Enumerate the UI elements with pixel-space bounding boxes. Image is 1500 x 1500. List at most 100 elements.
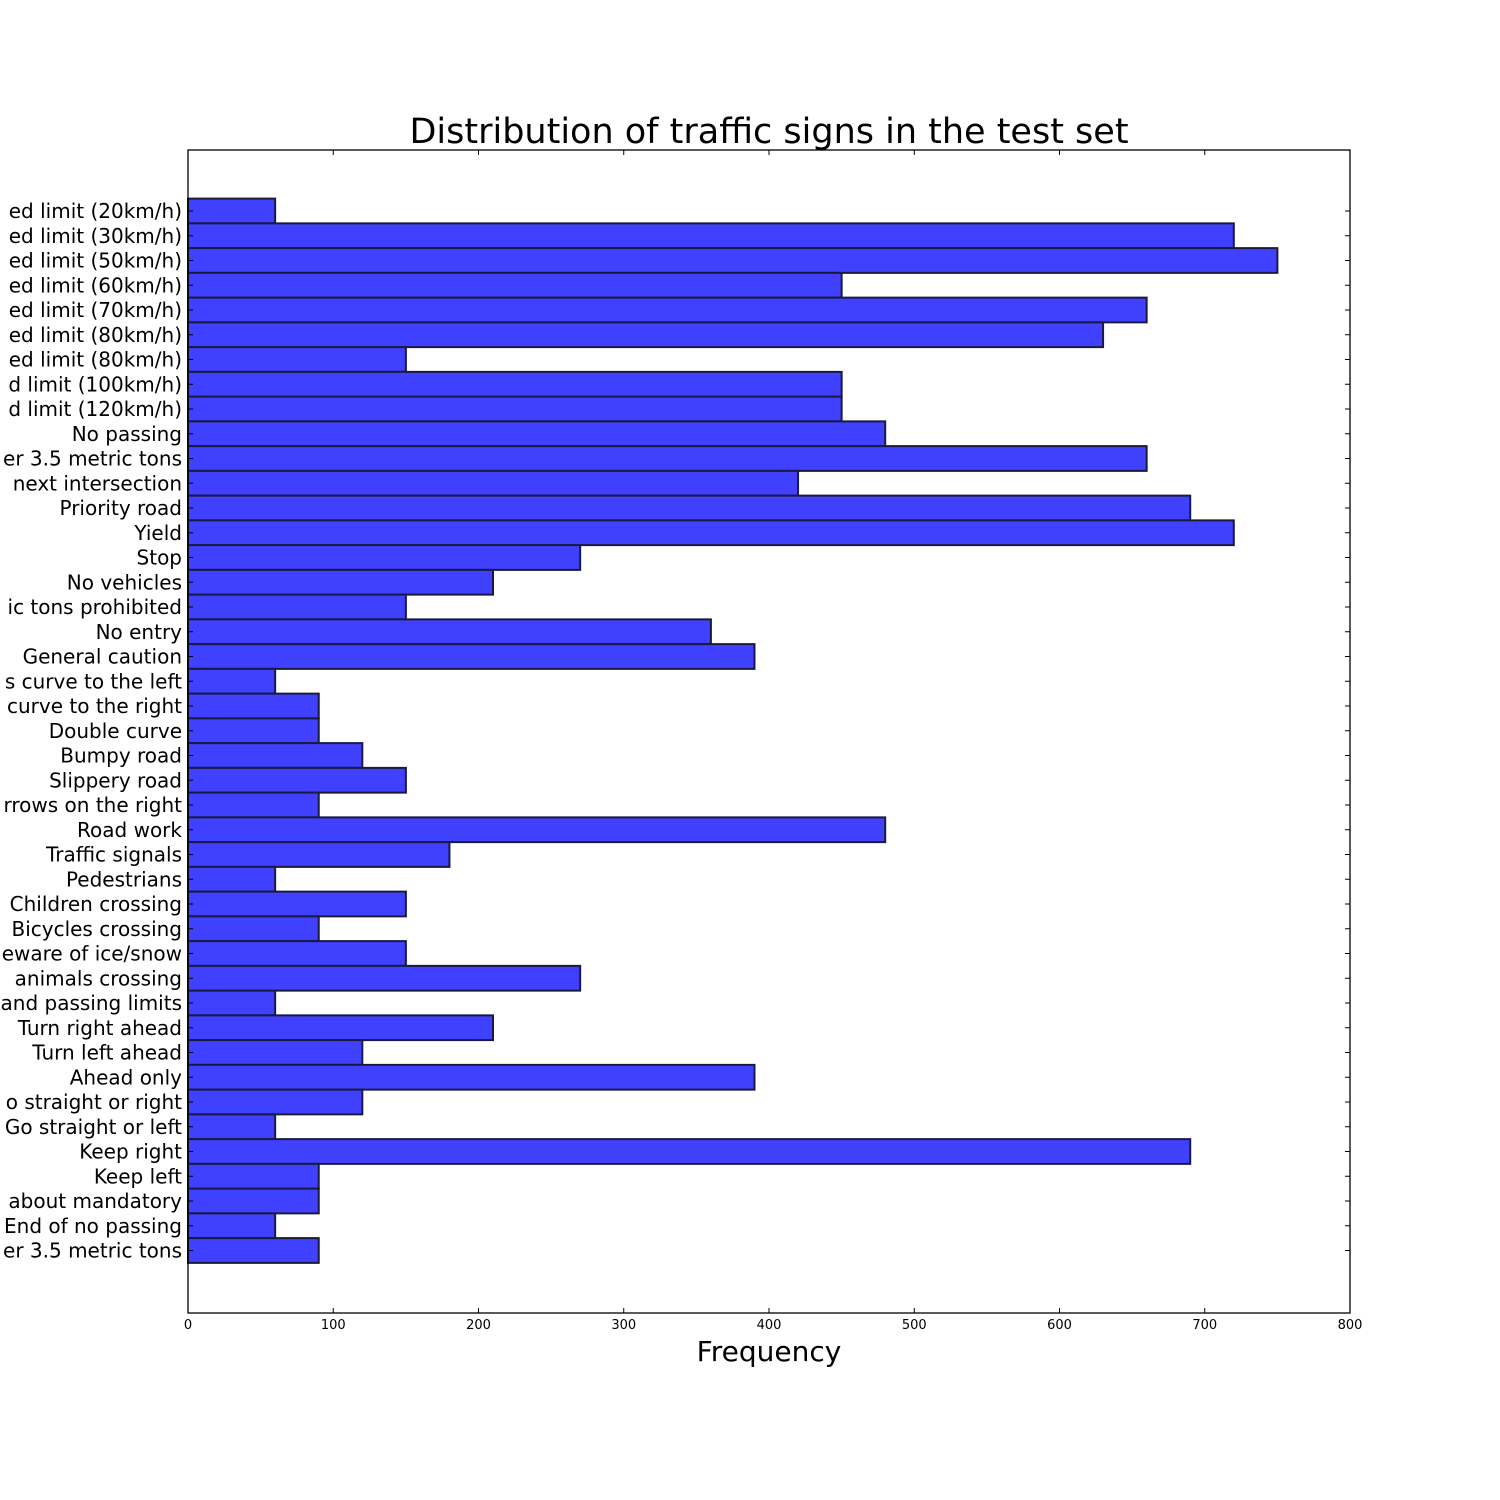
y-tick-label: rrows on the right (4, 793, 183, 817)
y-tick-label: curve to the right (7, 694, 182, 718)
y-tick-label: Go straight or left (5, 1115, 182, 1139)
bars-group (187, 197, 1279, 1264)
bar (187, 1162, 320, 1190)
bar (187, 816, 887, 844)
bar (187, 568, 495, 596)
y-tick-label: Keep right (79, 1140, 182, 1164)
bar (187, 247, 1279, 274)
y-tick-label: d limit (120km/h) (8, 397, 182, 421)
bar (187, 222, 1235, 250)
x-tick-label: 800 (1338, 1318, 1363, 1333)
y-tick-label: ed limit (80km/h) (9, 348, 182, 372)
bar (187, 197, 277, 225)
bar (187, 766, 407, 794)
y-tick-label: eware of ice/snow (2, 942, 182, 966)
y-tick-label: Pedestrians (66, 867, 182, 891)
bar (187, 643, 756, 670)
y-tick-label: No vehicles (67, 570, 182, 594)
y-tick-label: ed limit (50km/h) (9, 249, 182, 273)
bar (187, 791, 320, 819)
bar (187, 494, 1192, 522)
bar (187, 544, 582, 571)
y-tick-label: ed limit (20km/h) (9, 199, 182, 223)
y-tick-label: o straight or right (6, 1090, 182, 1114)
x-axis-label: Frequency (697, 1335, 842, 1368)
y-tick-label: Turn left ahead (31, 1041, 182, 1065)
y-tick-label: No entry (96, 620, 183, 644)
bar (187, 445, 1148, 472)
bar (187, 420, 887, 448)
y-tick-label: Bicycles crossing (11, 917, 182, 941)
bar (187, 519, 1235, 547)
x-tick-label: 300 (611, 1318, 636, 1333)
bar (187, 742, 364, 769)
y-tick-label: d limit (100km/h) (8, 372, 182, 396)
bar (187, 469, 800, 497)
bar (187, 593, 407, 621)
bar (187, 717, 320, 745)
x-tick-label: 600 (1047, 1318, 1072, 1333)
bar (187, 1212, 277, 1240)
bar (187, 841, 451, 868)
y-tick-label: ed limit (30km/h) (9, 224, 182, 248)
chart-title: Distribution of traffic signs in the tes… (409, 112, 1128, 152)
bar (187, 667, 277, 695)
bar (187, 346, 407, 373)
x-tick-label: 100 (321, 1318, 346, 1333)
y-tick-label: Slippery road (49, 768, 182, 792)
x-tick-label: 500 (902, 1318, 927, 1333)
bar (187, 940, 407, 967)
y-tick-label: and passing limits (1, 991, 182, 1015)
bar (187, 296, 1148, 324)
y-tick-label: ic tons prohibited (8, 595, 182, 619)
bar (187, 1187, 320, 1215)
bar (187, 395, 843, 423)
y-tick-label: No passing (72, 422, 182, 446)
bar (187, 915, 320, 943)
y-tick-label: animals crossing (15, 966, 182, 990)
y-tick-label: ed limit (60km/h) (9, 273, 182, 297)
y-tick-label: Stop (137, 546, 182, 570)
y-tick-label: Road work (77, 818, 182, 842)
y-axis: ed limit (20km/h)ed limit (30km/h)ed lim… (1, 199, 1350, 1263)
x-tick-label: 200 (466, 1318, 491, 1333)
y-tick-label: Bumpy road (60, 744, 182, 768)
bar (187, 271, 843, 299)
y-tick-label: Turn right ahead (17, 1016, 182, 1040)
bar (187, 1138, 1192, 1165)
y-tick-label: about mandatory (8, 1189, 182, 1213)
bar (187, 370, 843, 398)
y-tick-label: End of no passing (4, 1214, 182, 1238)
y-tick-label: ed limit (80km/h) (9, 323, 182, 347)
bar (187, 618, 712, 646)
bar (187, 321, 1105, 349)
bar (187, 1113, 277, 1141)
bar (187, 1039, 364, 1066)
bar (187, 890, 407, 918)
bar (187, 1014, 495, 1042)
y-tick-label: s curve to the left (5, 669, 182, 693)
y-tick-label: Priority road (59, 496, 182, 520)
y-tick-label: next intersection (13, 471, 182, 495)
bar (187, 1063, 756, 1091)
bar (187, 1088, 364, 1116)
bar (187, 989, 277, 1017)
y-tick-label: Ahead only (70, 1065, 182, 1089)
y-tick-label: Keep left (94, 1164, 182, 1188)
y-tick-label: ed limit (70km/h) (9, 298, 182, 322)
bar (187, 964, 582, 992)
x-tick-label: 400 (757, 1318, 782, 1333)
y-tick-label: General caution (23, 645, 182, 669)
y-tick-label: Yield (133, 521, 182, 545)
bar (187, 692, 320, 720)
y-tick-label: Children crossing (10, 892, 182, 916)
bar (187, 865, 277, 893)
y-tick-label: Double curve (49, 719, 182, 743)
y-tick-label: er 3.5 metric tons (3, 1239, 182, 1263)
x-axis: 0 100 200 300 400 500 600 700 800 (184, 150, 1363, 1333)
bar (187, 1237, 320, 1264)
y-tick-label: er 3.5 metric tons (3, 447, 182, 471)
y-tick-label: Traffic signals (45, 843, 182, 867)
x-tick-label: 700 (1192, 1318, 1217, 1333)
